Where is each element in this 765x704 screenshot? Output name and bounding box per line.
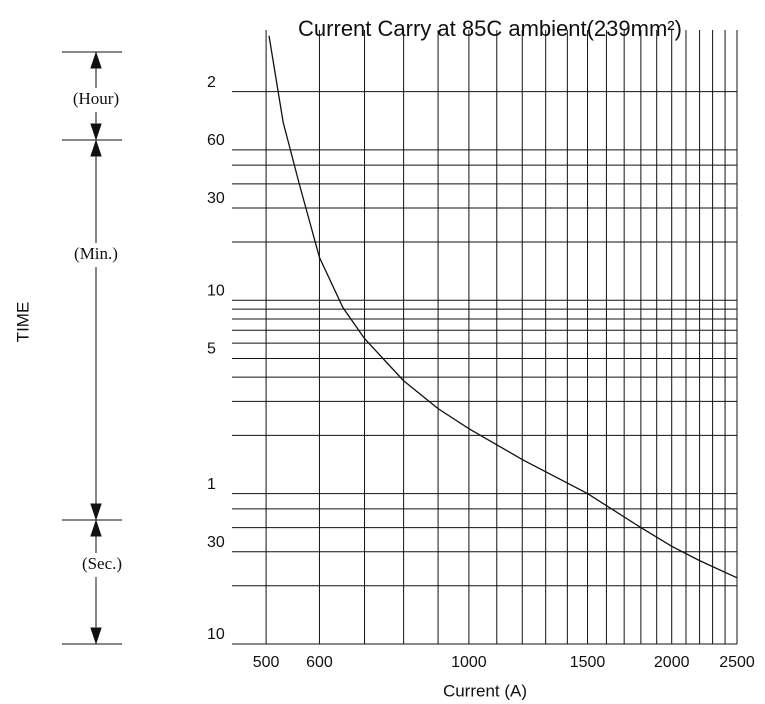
x-tick-label: 1500 [570, 654, 606, 671]
chart-title: Current Carry at 85C ambient(239mm²) [298, 16, 682, 41]
y-tick-label: 10 [207, 282, 225, 299]
y-tick-label: 1 [207, 476, 216, 493]
annotation: (Sec.) [82, 554, 122, 573]
x-tick-label: 1000 [451, 654, 487, 671]
y-tick-label: 30 [207, 190, 225, 207]
y-axis-label: TIME [13, 302, 32, 343]
x-tick-label: 500 [253, 654, 280, 671]
y-tick-label: 30 [207, 534, 225, 551]
y-tick-label: 10 [207, 626, 225, 643]
annotation: (Hour) [73, 89, 119, 108]
y-tick-label: 60 [207, 132, 225, 149]
curve [268, 35, 737, 579]
y-tick-label: 5 [207, 341, 216, 358]
x-axis-label: Current (A) [443, 681, 527, 700]
x-tick-label: 600 [306, 654, 333, 671]
x-tick-label: 2000 [654, 654, 690, 671]
time-ranges [52, 51, 152, 645]
y-tick-label: 2 [207, 74, 216, 91]
annotation: (Min.) [74, 244, 118, 263]
x-tick-label: 2500 [719, 654, 755, 671]
